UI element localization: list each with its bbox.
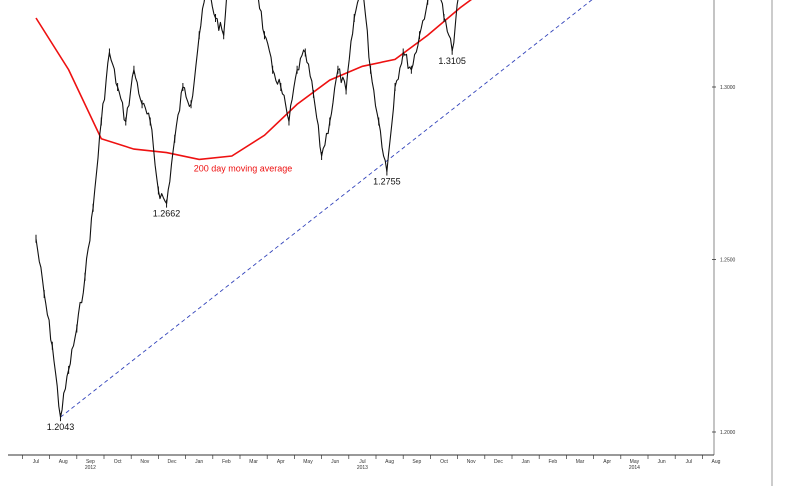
axis-layer: 1.38571.36861.35501.33611.20001.25001.30…: [22, 85, 736, 471]
price-line: [35, 0, 459, 418]
x-tick-label: Feb: [548, 459, 557, 465]
price-annotation: 1.2043: [47, 422, 75, 432]
x-tick-label: Jan: [195, 459, 203, 465]
annotation-layer: 1.20431.26621.27551.31051.32961.34771.39…: [47, 56, 466, 432]
x-tick-label: Nov: [140, 459, 149, 465]
moving-average-layer: [35, 0, 473, 161]
x-year-label: 2014: [629, 465, 640, 471]
x-tick-label: Jul: [359, 459, 365, 465]
x-tick-label: Oct: [440, 459, 448, 465]
x-tick-label: May: [303, 459, 313, 465]
trendline-layer: [60, 0, 593, 418]
x-tick-label: Jul: [33, 459, 39, 465]
y-tick-label: 1.2500: [720, 258, 736, 264]
x-tick-label: Apr: [603, 459, 611, 465]
x-tick-label: May: [630, 459, 640, 465]
x-tick-label: Dec: [494, 459, 503, 465]
x-tick-label: Jan: [522, 459, 530, 465]
x-tick-label: Jul: [686, 459, 692, 465]
y-tick-label: 1.2000: [720, 430, 736, 436]
price-series-layer: [35, 0, 459, 422]
y-tick-label: 1.3000: [720, 85, 736, 91]
trendline-0: [60, 0, 593, 418]
x-tick-label: Oct: [114, 459, 122, 465]
x-year-label: 2012: [85, 465, 96, 471]
x-tick-label: Sep: [86, 459, 95, 465]
moving-average-line: [35, 0, 473, 161]
price-annotation: 1.3105: [438, 56, 466, 66]
x-tick-label: Jun: [658, 459, 666, 465]
x-tick-label: Sep: [412, 459, 421, 465]
x-tick-label: Jun: [331, 459, 339, 465]
x-tick-label: Aug: [712, 459, 721, 465]
x-tick-label: Aug: [385, 459, 394, 465]
x-tick-label: Dec: [168, 459, 177, 465]
x-tick-label: Mar: [249, 459, 258, 465]
x-tick-label: Apr: [277, 459, 285, 465]
x-year-label: 2013: [357, 465, 368, 471]
x-tick-label: Mar: [576, 459, 585, 465]
x-tick-label: Feb: [222, 459, 231, 465]
price-annotation: 1.2755: [373, 177, 401, 187]
price-annotation: 1.2662: [153, 209, 181, 219]
x-tick-label: Aug: [59, 459, 68, 465]
x-tick-label: Nov: [467, 459, 476, 465]
moving-average-label: 200 day moving average: [194, 163, 293, 173]
